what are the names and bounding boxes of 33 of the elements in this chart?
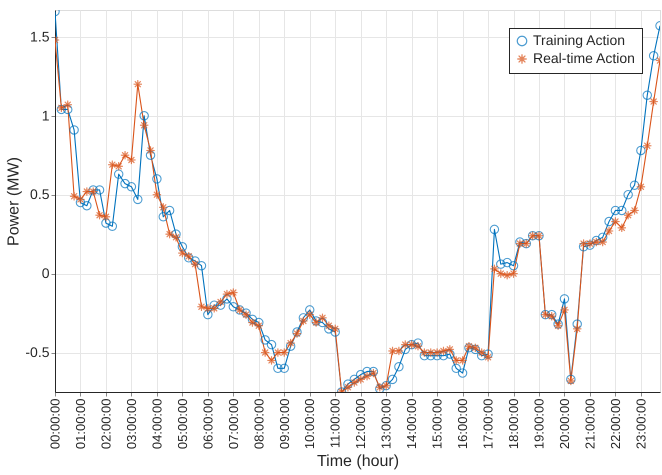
x-tick-label: 13:00:00 xyxy=(378,398,394,450)
x-tick-label: 17:00:00 xyxy=(480,398,496,450)
x-tick-label: 15:00:00 xyxy=(430,398,445,450)
legend-label: Real-time Action xyxy=(533,50,635,66)
x-tick-label: 06:00:00 xyxy=(200,398,216,450)
x-tick-label: 00:00:00 xyxy=(48,398,62,450)
x-tick-label: 16:00:00 xyxy=(455,398,470,450)
x-axis-title: Time (hour) xyxy=(316,453,400,470)
x-tick-label: 11:00:00 xyxy=(328,398,343,448)
x-tick-label: 18:00:00 xyxy=(506,398,522,450)
x-tick-label: 14:00:00 xyxy=(404,398,420,450)
x-tick-label: 07:00:00 xyxy=(226,398,241,450)
x-tick-label: 03:00:00 xyxy=(124,398,139,450)
y-tick-label: 0 xyxy=(42,265,50,282)
x-tick-label: 21:00:00 xyxy=(582,398,598,450)
x-tick-label: 19:00:00 xyxy=(532,398,546,450)
x-tick-label: 20:00:00 xyxy=(556,398,572,450)
x-tick-label: 09:00:00 xyxy=(276,398,292,450)
x-tick-label: 04:00:00 xyxy=(149,398,164,450)
x-tick-label: 23:00:00 xyxy=(633,398,648,450)
x-tick-label: 22:00:00 xyxy=(608,398,623,450)
x-tick-label: 01:00:00 xyxy=(72,398,88,450)
y-tick-label: -0.5 xyxy=(25,344,50,360)
y-axis-title: Power (MW) xyxy=(5,157,22,246)
y-tick-label: 0.5 xyxy=(30,186,50,202)
legend-label: Training Action xyxy=(533,32,626,48)
y-tick-label: 1.5 xyxy=(30,28,50,44)
x-tick-label: 12:00:00 xyxy=(353,398,368,450)
y-tick-label: 1 xyxy=(42,107,50,124)
x-tick-label: 02:00:00 xyxy=(98,398,114,450)
x-tick-label: 10:00:00 xyxy=(302,398,318,450)
x-tick-label: 08:00:00 xyxy=(251,398,266,450)
x-tick-label: 05:00:00 xyxy=(174,398,190,450)
